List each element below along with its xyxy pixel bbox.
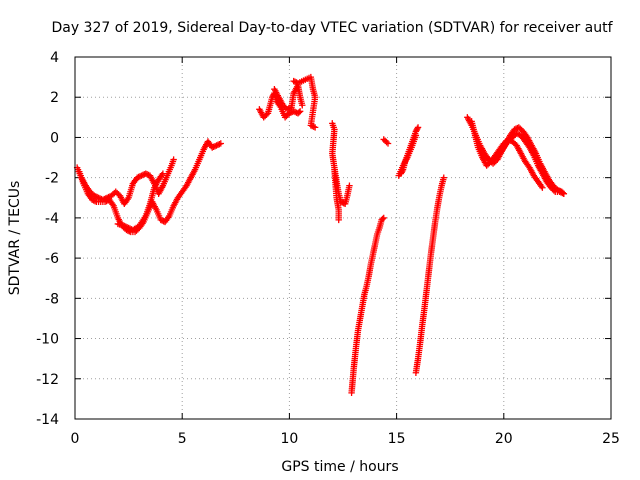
data-point [414,124,422,131]
x-tick-label: 0 [71,431,80,447]
y-tick-label: 4 [50,50,59,66]
data-point [383,138,390,146]
data-point [339,199,346,206]
data-point [295,109,303,116]
data-point [539,184,546,191]
data-point [142,170,149,177]
data-point [214,141,222,149]
data-point [556,188,563,195]
data-point [217,140,224,147]
data-point [513,130,520,137]
data-point [335,216,342,224]
y-tick-label: -10 [36,332,59,348]
data-point [96,195,104,202]
data-point [121,222,128,230]
data-point [211,142,219,150]
data-point [284,106,291,113]
data-point [157,216,164,224]
data-point [91,197,99,205]
data-point [125,224,132,232]
data-point [560,190,568,197]
plot-frame [74,56,612,420]
y-tick-label: -2 [45,171,59,187]
data-point [384,140,392,147]
data-point [213,142,220,149]
chart-title: Day 327 of 2019, Sidereal Day-to-day VTE… [51,20,613,36]
data-point [514,124,521,132]
data-point [143,171,151,178]
data-point [138,172,145,179]
y-tick-label: 2 [50,90,59,106]
data-point [311,124,319,131]
x-tick-label: 5 [178,431,187,447]
data-point [93,193,101,201]
data-point [101,198,109,205]
data-point [88,196,96,203]
data-point [135,173,142,181]
data-point [286,110,293,117]
y-tick-label: -14 [36,412,59,428]
data-point [92,193,99,200]
data-point [296,108,304,115]
axis-ticks: 0 5 10 15 20 25 -14 -12 -10 -8 -6 -4 -2 0 2 4 [36,50,620,447]
data-point [557,189,565,196]
data-point [412,132,420,139]
grid-lines [75,57,611,419]
y-tick-label: -6 [45,251,59,267]
y-axis-label: SDTVAR / TECUs [7,181,23,296]
data-point [285,105,292,112]
data-point [346,182,353,189]
data-point [216,140,223,148]
y-tick-label: -8 [45,291,59,307]
data-point [511,126,518,133]
data-point [263,111,270,118]
x-tick-label: 20 [495,431,513,447]
data-point [122,223,129,230]
data-point [414,125,421,132]
data-point [209,144,216,151]
data-point [550,187,558,194]
data-point [133,174,141,181]
data-point [90,197,97,204]
y-tick-label: 0 [50,130,59,146]
data-point [91,192,98,199]
data-point [307,122,315,129]
data-point [170,156,177,163]
data-point [290,108,297,115]
data-point [287,109,295,116]
data-point [123,224,131,231]
data-point [210,143,217,151]
data-points [73,73,568,397]
data-point [136,173,144,180]
data-point [139,171,147,179]
y-tick-label: -4 [45,211,59,227]
data-point [290,77,297,85]
y-tick-label: -12 [36,372,59,388]
data-point [299,102,306,109]
data-point [559,189,566,197]
data-point [379,215,386,223]
x-axis-label: GPS time / hours [281,459,398,475]
data-point [159,170,167,177]
data-point [309,122,316,130]
data-point [310,123,317,130]
data-point [440,174,447,181]
x-tick-label: 10 [280,431,298,447]
x-tick-label: 25 [602,431,620,447]
x-tick-label: 15 [388,431,406,447]
data-point [380,214,387,222]
data-point [514,130,522,138]
